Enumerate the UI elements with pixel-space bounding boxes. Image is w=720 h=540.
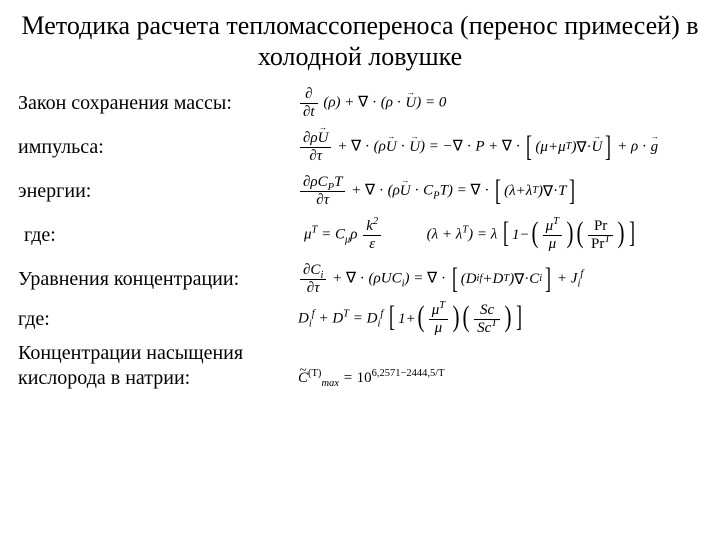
label-mass: Закон сохранения массы:: [18, 92, 298, 115]
slide-title: Методика расчета тепломассопереноса (пер…: [18, 10, 702, 72]
eq-saturation: C(T)max = 106,2571−2444,5/T: [298, 370, 445, 387]
row-sat2: кислорода в натрии: C(T)max = 106,2571−2…: [18, 367, 702, 390]
eq-energy: ∂ρCPT∂τ + ∇ · (ρU · CPT) = ∇ · [(λ + λT)…: [298, 174, 577, 208]
row-sat1: Концентрации насыщения: [18, 342, 702, 365]
eq-where1: μT = Cμρ k2ε (λ + λT) = λ [ 1 − (μTμ) (P…: [304, 218, 637, 252]
row-energy: энергии: ∂ρCPT∂τ + ∇ · (ρU · CPT) = ∇ · …: [18, 174, 702, 208]
row-mass: Закон сохранения массы: ∂∂t (ρ) + ∇ · (ρ…: [18, 86, 702, 120]
label-where2: где:: [18, 308, 298, 331]
label-sat2: кислорода в натрии:: [18, 367, 298, 390]
row-where2: где: Dif + DT = Dif [ 1 + (μTμ) (ScScT) …: [18, 302, 702, 336]
row-where1: где: μT = Cμρ k2ε (λ + λT) = λ [ 1 − (μT…: [18, 218, 702, 252]
slide: Методика расчета тепломассопереноса (пер…: [0, 0, 720, 540]
label-sat1: Концентрации насыщения: [18, 342, 298, 365]
eq-mass: ∂∂t (ρ) + ∇ · (ρ · U) = 0: [298, 86, 446, 120]
label-energy: энергии:: [18, 180, 298, 203]
eq-momentum: ∂ρU∂τ + ∇ · (ρU · U) = −∇ · P + ∇ · [(μ …: [298, 130, 658, 164]
row-concentration: Уравнения концентрации: ∂Ci∂τ + ∇ · (ρUC…: [18, 262, 702, 296]
label-concentration: Уравнения концентрации:: [18, 268, 298, 291]
eq-concentration: ∂Ci∂τ + ∇ · (ρUCi) = ∇ · [(Dif + DT)∇ · …: [298, 262, 583, 296]
eq-where2: Dif + DT = Dif [ 1 + (μTμ) (ScScT) ]: [298, 302, 524, 336]
label-where1: где:: [18, 224, 304, 247]
row-momentum: импульса: ∂ρU∂τ + ∇ · (ρU · U) = −∇ · P …: [18, 130, 702, 164]
label-momentum: импульса:: [18, 136, 298, 159]
